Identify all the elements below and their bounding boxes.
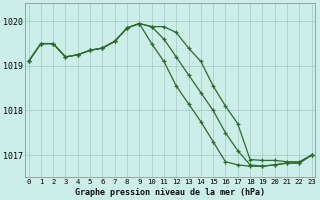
- X-axis label: Graphe pression niveau de la mer (hPa): Graphe pression niveau de la mer (hPa): [75, 188, 265, 197]
